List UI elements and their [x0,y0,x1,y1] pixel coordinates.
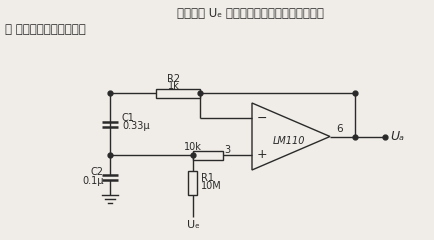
Text: 0.1μ: 0.1μ [82,176,104,186]
Bar [188,171,197,195]
Text: 1k: 1k [168,81,180,91]
Text: 0.33μ: 0.33μ [122,121,149,131]
Polygon shape [251,103,329,170]
Text: 6: 6 [335,124,342,133]
Text: 了 一个带通滤波器电路。: 了 一个带通滤波器电路。 [5,23,85,36]
Bar [193,150,223,160]
Text: 10k: 10k [184,142,201,152]
Text: −: − [256,112,266,125]
Bar [156,89,200,97]
Text: C1: C1 [122,113,135,123]
Text: 3: 3 [224,145,230,155]
Text: Uₐ: Uₐ [389,130,403,143]
Text: +: + [256,149,267,162]
Text: 输入信号 Uₑ 与接地端互料掉换了位置，形成: 输入信号 Uₑ 与接地端互料掉换了位置，形成 [176,6,323,19]
Text: 10M: 10M [201,181,221,191]
Text: C2: C2 [91,167,104,177]
Text: LM110: LM110 [272,137,305,146]
Text: R2: R2 [167,74,180,84]
Text: Uₑ: Uₑ [186,220,199,230]
Text: R1: R1 [201,173,214,183]
